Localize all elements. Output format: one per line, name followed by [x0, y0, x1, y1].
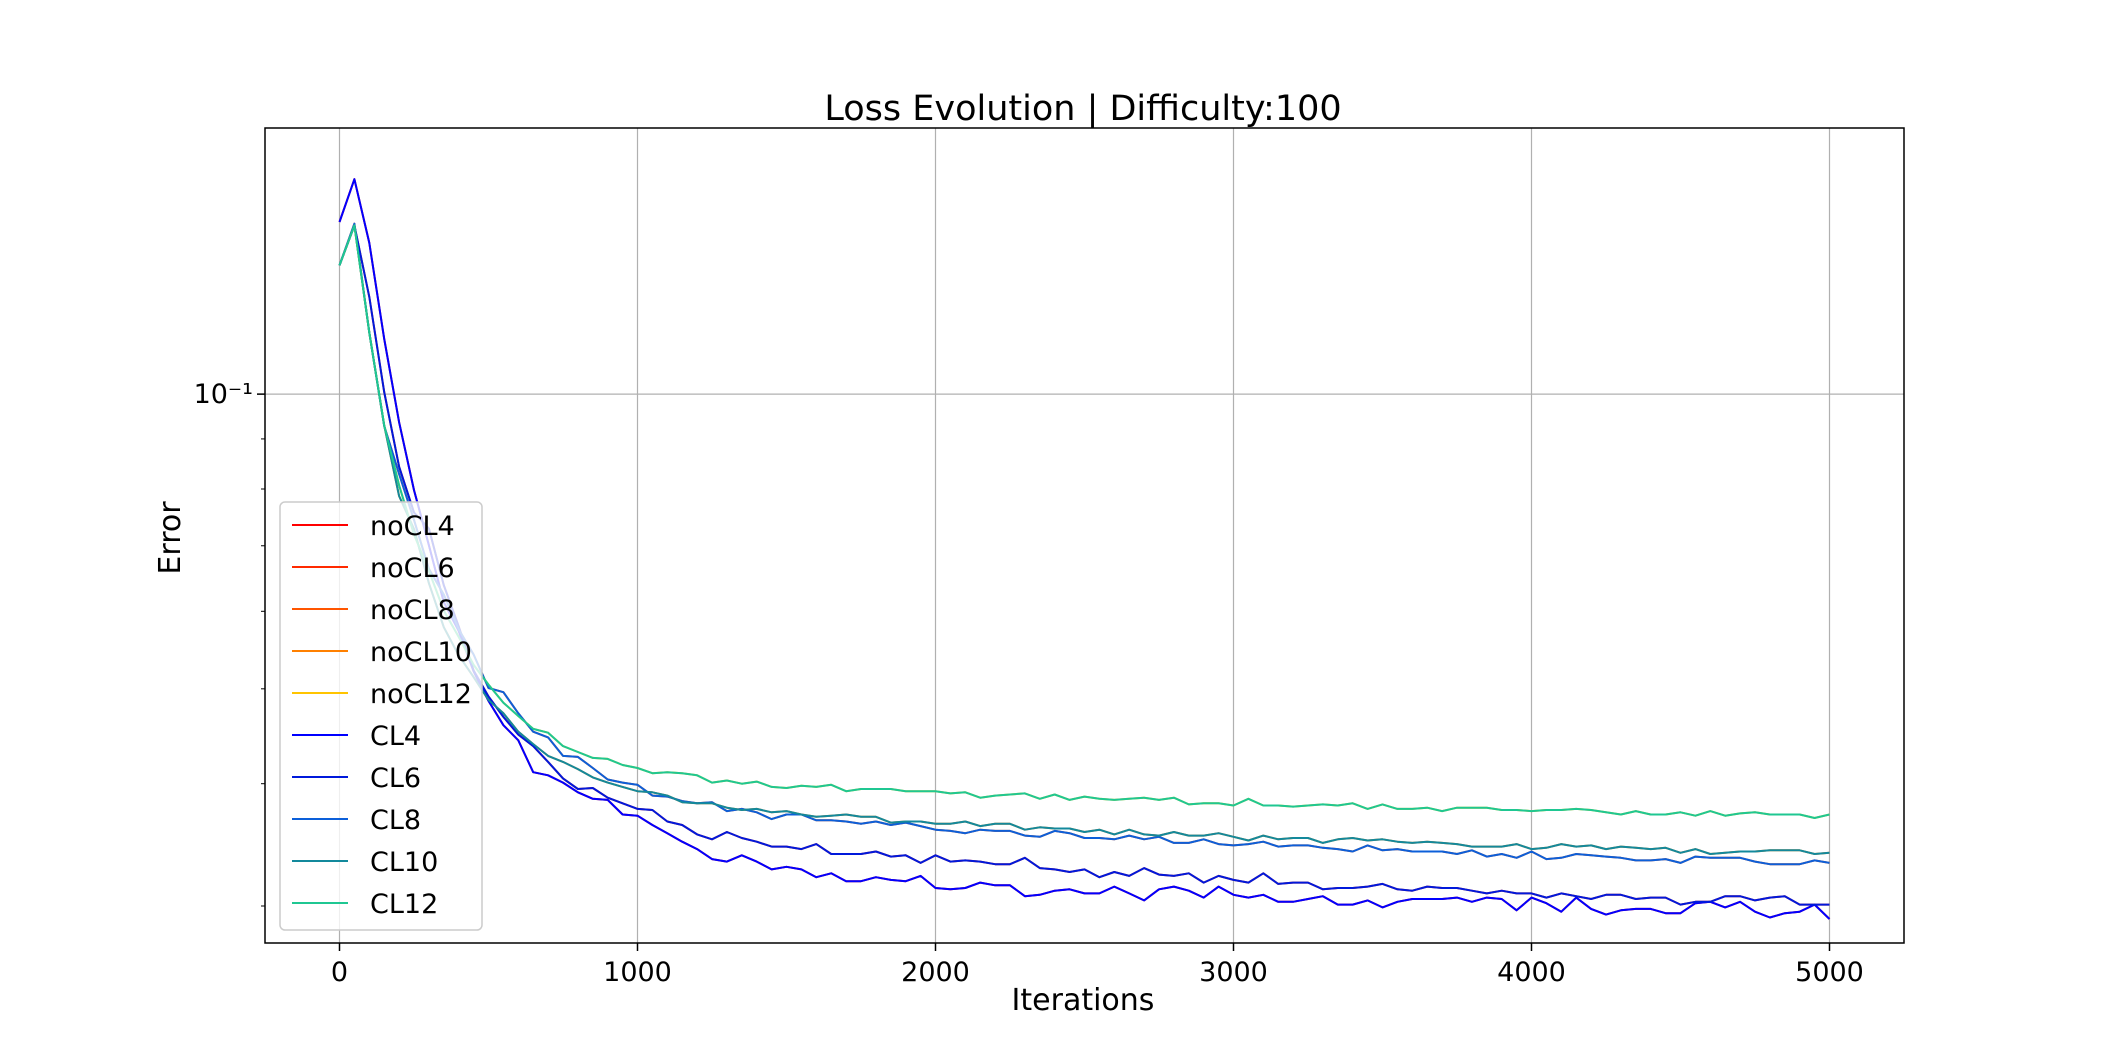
x-tick-label: 2000 — [901, 957, 970, 988]
chart-title: Loss Evolution | Difficulty:100 — [824, 89, 1341, 129]
series-line-CL10 — [338, 224, 1830, 855]
x-tick-label: 5000 — [1795, 957, 1864, 988]
series-line-CL12 — [338, 224, 1830, 819]
legend-label-CL4: CL4 — [370, 721, 421, 752]
legend-label-CL8: CL8 — [370, 805, 421, 836]
legend-label-CL6: CL6 — [370, 763, 421, 794]
legend-label-noCL8: noCL8 — [370, 595, 455, 626]
legend-label-noCL12: noCL12 — [370, 679, 472, 710]
series-line-noCL8 — [338, 222, 1830, 866]
y-axis-ticks: 10⁻¹ — [194, 379, 265, 907]
y-axis-label: Error — [153, 501, 188, 575]
legend: noCL4 noCL6 noCL8 noCL10 noCL12 CL4 CL6 CL8 CL10… — [279, 501, 483, 931]
legend-label-CL12: CL12 — [370, 889, 438, 920]
x-tick-label: 4000 — [1497, 957, 1566, 988]
legend-label-noCL4: noCL4 — [370, 511, 455, 542]
y-tick-label: 10⁻¹ — [194, 379, 253, 410]
plot-frame — [264, 127, 1905, 944]
legend-label-noCL10: noCL10 — [370, 637, 472, 668]
x-tick-label: 3000 — [1199, 957, 1268, 988]
series-lines — [338, 178, 1831, 920]
x-axis-label: Iterations — [1012, 983, 1155, 1018]
series-line-noCL6 — [338, 224, 1830, 906]
x-tick-label: 1000 — [603, 957, 672, 988]
series-line-noCL12 — [338, 224, 1830, 819]
series-line-noCL4 — [338, 178, 1831, 920]
series-line-CL4 — [338, 178, 1831, 920]
x-tick-label: 0 — [331, 957, 348, 988]
legend-label-noCL6: noCL6 — [370, 553, 455, 584]
x-axis-ticks: 0 1000 2000 3000 4000 5000 — [331, 943, 1864, 988]
series-line-noCL10 — [338, 224, 1830, 855]
legend-label-CL10: CL10 — [370, 847, 438, 878]
series-line-CL8 — [338, 222, 1830, 866]
grid-lines — [265, 128, 1904, 943]
series-line-CL6 — [338, 224, 1830, 906]
